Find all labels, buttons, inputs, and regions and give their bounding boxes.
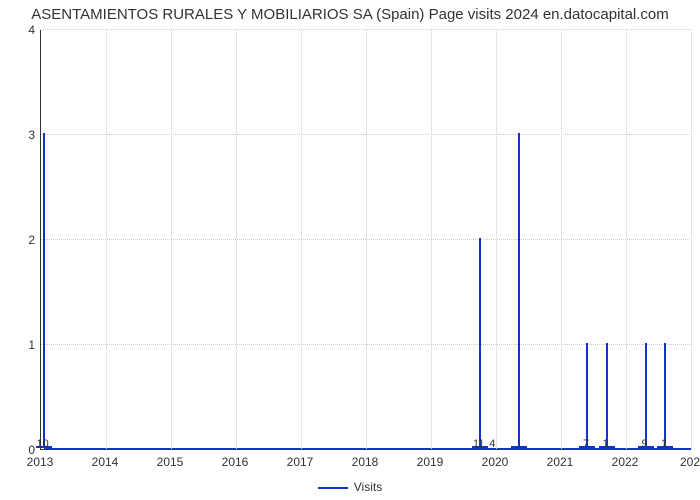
- gridline-v: [561, 30, 562, 449]
- gridline-v: [626, 30, 627, 449]
- x-tick-label: 2017: [287, 455, 314, 469]
- data-spike: [518, 133, 520, 448]
- chart-title: ASENTAMIENTOS RURALES Y MOBILIARIOS SA (…: [0, 6, 700, 23]
- legend: Visits: [0, 480, 700, 494]
- data-spike: [606, 343, 608, 448]
- gridline-v: [106, 30, 107, 449]
- x-tick-label: 2020: [482, 455, 509, 469]
- gridline-v: [171, 30, 172, 449]
- gridline-v: [496, 30, 497, 449]
- y-tick-label: 2: [5, 233, 35, 247]
- x-tick-label: 2021: [547, 455, 574, 469]
- data-spike: [43, 133, 45, 448]
- x-tick-label: 2015: [157, 455, 184, 469]
- value-label: 1: [661, 438, 667, 450]
- gridline-v: [431, 30, 432, 449]
- value-label: 4: [489, 438, 495, 450]
- y-tick-label: 4: [5, 23, 35, 37]
- value-label: 10: [36, 438, 48, 450]
- value-label: 1: [602, 438, 608, 450]
- value-label: 7: [583, 438, 589, 450]
- data-spike: [645, 343, 647, 448]
- gridline-v: [301, 30, 302, 449]
- y-tick-label: 3: [5, 128, 35, 142]
- y-tick-label: 1: [5, 338, 35, 352]
- gridline-v: [366, 30, 367, 449]
- legend-label: Visits: [354, 480, 382, 494]
- x-tick-label: 2019: [417, 455, 444, 469]
- x-tick-label: 2022: [612, 455, 639, 469]
- x-tick-label: 2016: [222, 455, 249, 469]
- plot-area: [40, 30, 690, 450]
- data-spike: [479, 238, 481, 448]
- x-tick-label: 202: [680, 455, 700, 469]
- gridline-v: [236, 30, 237, 449]
- data-spike: [664, 343, 666, 448]
- value-label: 11: [473, 438, 484, 450]
- series-baseline: [44, 448, 691, 450]
- data-spike: [586, 343, 588, 448]
- x-tick-label: 2013: [27, 455, 54, 469]
- legend-swatch: [318, 487, 348, 489]
- value-label: 9: [641, 438, 647, 450]
- x-tick-label: 2018: [352, 455, 379, 469]
- x-tick-label: 2014: [92, 455, 119, 469]
- chart-container: ASENTAMIENTOS RURALES Y MOBILIARIOS SA (…: [0, 0, 700, 500]
- gridline-v: [691, 30, 692, 449]
